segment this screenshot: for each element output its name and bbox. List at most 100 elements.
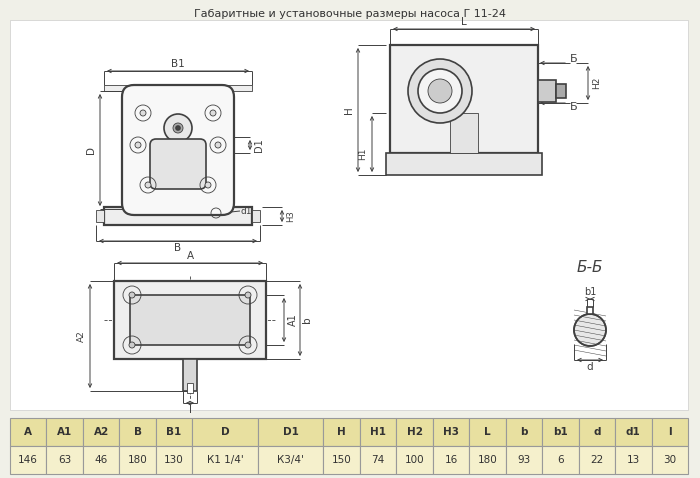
Bar [83, 418, 120, 446]
Text: B1: B1 [171, 59, 185, 69]
Bar [505, 418, 542, 446]
Bar [183, 359, 197, 391]
Circle shape [176, 126, 180, 130]
Bar [396, 418, 433, 446]
Text: B: B [174, 243, 181, 253]
Text: 100: 100 [405, 455, 424, 465]
Text: Б: Б [570, 102, 578, 112]
FancyBboxPatch shape [122, 85, 234, 215]
Text: 30: 30 [663, 455, 676, 465]
Text: Б-Б: Б-Б [577, 261, 603, 275]
Text: К1 1/4': К1 1/4' [206, 455, 244, 465]
Bar [652, 418, 688, 446]
Text: b1: b1 [584, 287, 596, 297]
Text: 130: 130 [164, 455, 184, 465]
Bar [252, 210, 260, 222]
Bar [114, 281, 266, 359]
Bar [360, 446, 396, 474]
Circle shape [140, 110, 146, 116]
Bar [450, 113, 478, 153]
Text: 150: 150 [332, 455, 351, 465]
Text: К3/4': К3/4' [277, 455, 304, 465]
Circle shape [129, 292, 135, 298]
Text: H1: H1 [370, 427, 386, 437]
Bar [258, 446, 323, 474]
Text: 74: 74 [372, 455, 385, 465]
Circle shape [428, 79, 452, 103]
Text: A2: A2 [94, 427, 108, 437]
Text: Габаритные и установочные размеры насоса Г 11-24: Габаритные и установочные размеры насоса… [194, 9, 506, 19]
Bar [556, 84, 566, 98]
Bar [433, 418, 469, 446]
Bar [193, 446, 258, 474]
Bar [10, 446, 46, 474]
Text: l: l [188, 405, 192, 415]
Text: A: A [25, 427, 32, 437]
Text: 13: 13 [626, 455, 640, 465]
Bar [390, 45, 538, 153]
Text: 46: 46 [94, 455, 108, 465]
Text: B: B [134, 427, 141, 437]
Text: d: d [593, 427, 601, 437]
Text: H3: H3 [286, 210, 295, 222]
Circle shape [574, 314, 606, 346]
Text: D: D [220, 427, 230, 437]
Bar [323, 418, 360, 446]
Text: 63: 63 [58, 455, 71, 465]
Bar [130, 295, 250, 345]
Circle shape [164, 114, 192, 142]
Circle shape [173, 123, 183, 133]
Text: H3: H3 [443, 427, 459, 437]
Bar [386, 153, 542, 175]
Bar [615, 446, 652, 474]
Text: H2: H2 [592, 77, 601, 89]
Bar [46, 446, 83, 474]
Text: d1: d1 [626, 427, 641, 437]
Text: H2: H2 [407, 427, 423, 437]
Bar [120, 418, 156, 446]
Bar [433, 446, 469, 474]
Text: A2: A2 [76, 330, 85, 342]
Bar [156, 418, 192, 446]
Text: 180: 180 [127, 455, 148, 465]
Text: H1: H1 [358, 148, 368, 160]
Bar [538, 80, 556, 102]
Text: 180: 180 [477, 455, 498, 465]
Bar [505, 446, 542, 474]
Text: L: L [461, 17, 467, 27]
Circle shape [205, 182, 211, 188]
FancyBboxPatch shape [150, 139, 206, 189]
Text: A1: A1 [288, 314, 298, 326]
Bar [469, 418, 505, 446]
Bar [187, 383, 193, 393]
Text: A: A [186, 251, 194, 261]
Circle shape [215, 142, 221, 148]
Text: d1: d1 [240, 206, 252, 216]
Bar [156, 446, 192, 474]
Bar [193, 418, 258, 446]
Text: 16: 16 [444, 455, 458, 465]
Circle shape [245, 292, 251, 298]
Bar [652, 446, 688, 474]
Bar [542, 446, 579, 474]
Text: l: l [668, 427, 671, 437]
Text: d: d [587, 362, 594, 372]
Bar [46, 418, 83, 446]
Text: H: H [337, 427, 346, 437]
Bar [360, 418, 396, 446]
Bar [10, 20, 688, 410]
Text: D: D [86, 146, 96, 154]
Circle shape [210, 110, 216, 116]
Text: L: L [484, 427, 491, 437]
Bar [323, 446, 360, 474]
Text: b1: b1 [553, 427, 568, 437]
Bar [120, 446, 156, 474]
Text: D1: D1 [283, 427, 299, 437]
Circle shape [145, 182, 151, 188]
Bar [10, 418, 46, 446]
Bar [587, 307, 593, 314]
Bar [615, 418, 652, 446]
Circle shape [418, 69, 462, 113]
Text: 93: 93 [517, 455, 531, 465]
Text: Б: Б [570, 54, 578, 64]
